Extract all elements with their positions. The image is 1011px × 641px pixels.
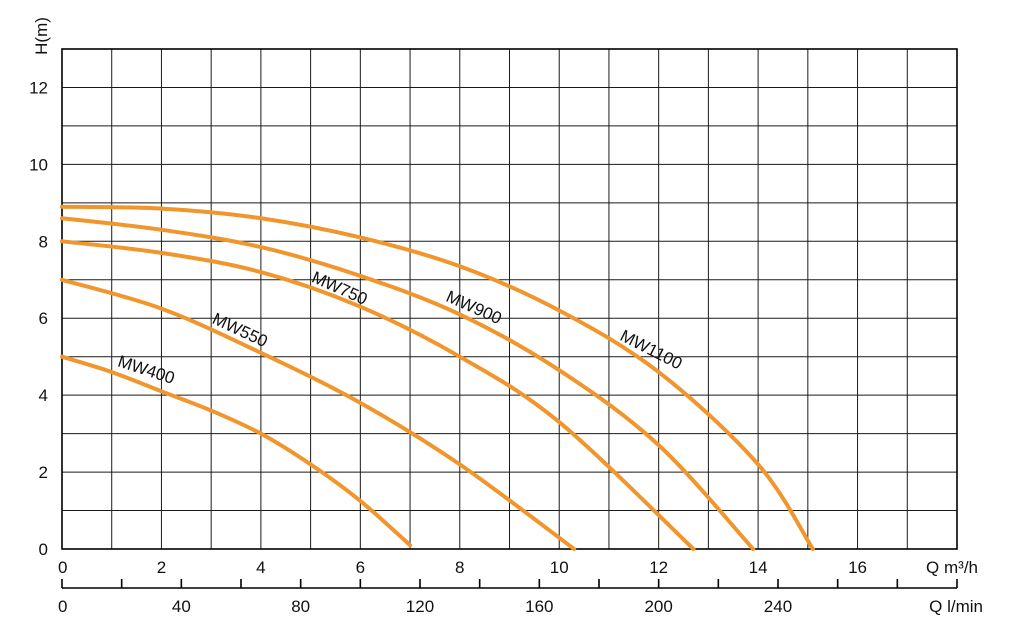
x2-tick-label: 80 — [291, 597, 310, 616]
x-tick-label: 6 — [356, 558, 365, 577]
curve-mw550 — [60, 277, 577, 551]
y-tick-label: 8 — [39, 232, 48, 251]
curve-label-mw750: MW750 — [309, 268, 370, 309]
y-tick-label: 2 — [39, 463, 48, 482]
x2-tick-labels: 0 40 80 120 160 200 240 — [58, 597, 792, 616]
x-tick-labels: 0 2 4 6 8 10 12 14 16 — [58, 558, 867, 577]
x2-tick-label: 40 — [172, 597, 191, 616]
y-tick-label: 10 — [29, 155, 48, 174]
curve-mw750 — [60, 239, 696, 551]
y-tick-label: 4 — [39, 386, 48, 405]
curve-mw900 — [60, 216, 756, 551]
curve-mw1100 — [60, 204, 815, 551]
x-axis-title: Q m³/h — [926, 558, 978, 577]
x2-tick-label: 0 — [58, 597, 67, 616]
x2-tick-label: 160 — [525, 597, 553, 616]
y-tick-label: 12 — [29, 78, 48, 97]
x-tick-label: 14 — [749, 558, 768, 577]
x-tick-label: 10 — [550, 558, 569, 577]
y-tick-label: 0 — [39, 540, 48, 559]
x-tick-label: 16 — [848, 558, 867, 577]
curves — [60, 204, 815, 551]
x-tick-label: 12 — [649, 558, 668, 577]
y-axis-title: H(m) — [32, 17, 51, 55]
secondary-x-axis — [61, 579, 958, 589]
x-tick-label: 2 — [157, 558, 166, 577]
x-tick-label: 4 — [256, 558, 265, 577]
plot-frame — [61, 48, 958, 550]
x-tick-label: 0 — [58, 558, 67, 577]
x2-tick-label: 120 — [406, 597, 434, 616]
x2-tick-label: 200 — [644, 597, 672, 616]
y-tick-labels: 0 2 4 6 8 10 12 — [29, 78, 48, 559]
y-tick-label: 6 — [39, 309, 48, 328]
x2-axis-title: Q l/min — [929, 597, 983, 616]
grid — [62, 49, 957, 549]
plot-frame-rect — [61, 48, 958, 550]
x2-tick-label: 240 — [764, 597, 792, 616]
x-tick-label: 8 — [455, 558, 464, 577]
curve-mw400 — [60, 354, 413, 548]
